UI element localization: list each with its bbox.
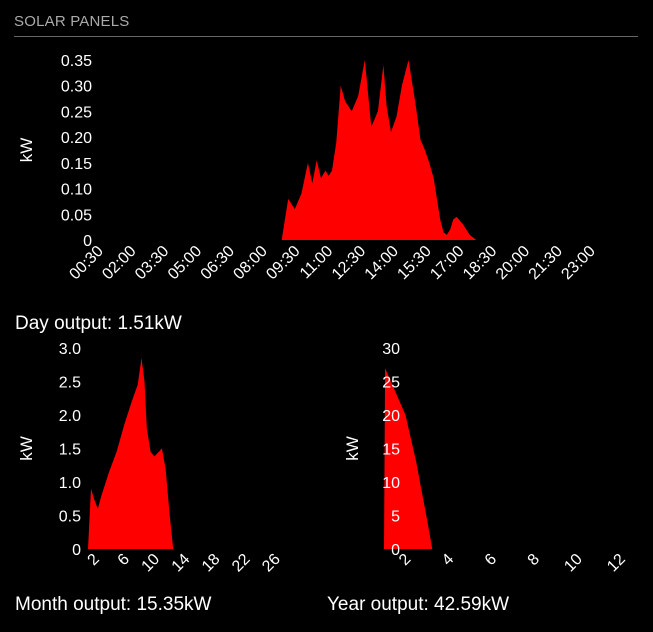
module-header: SOLAR PANELS (14, 12, 638, 37)
year-ytick-label: 20 (382, 408, 400, 425)
year-xtick-label: 12 (604, 551, 629, 576)
month-xtick-label: 2 (85, 551, 103, 569)
day-xtick-label: 02:00 (99, 243, 139, 283)
day-ytick-label: 0.10 (61, 182, 92, 199)
year-xtick-label: 4 (439, 551, 457, 569)
year-ytick-label: 15 (382, 442, 400, 459)
month-ytick-label: 1.5 (59, 442, 81, 459)
year-xtick-label: 2 (396, 551, 414, 569)
day-xtick-label: 11:00 (297, 243, 337, 283)
day-ytick-label: 0.25 (61, 104, 92, 121)
year-ytick-label: 5 (391, 509, 400, 526)
day-ytick-label: 0.35 (61, 53, 92, 70)
day-xtick-label: 09:30 (263, 243, 303, 283)
year-xtick-label: 8 (525, 551, 543, 569)
day-ytick-label: 0.05 (61, 207, 92, 224)
day-xtick-label: 17:00 (427, 243, 467, 283)
month-ytick-label: 3.0 (59, 341, 81, 358)
month-ytick-label: 0.5 (59, 509, 81, 526)
month-series-area-0 (88, 358, 174, 549)
month-xtick-label: 26 (259, 551, 284, 576)
year-ytick-label: 10 (382, 475, 400, 492)
year-xtick-label: 6 (482, 551, 500, 569)
day-xtick-label: 03:30 (132, 243, 172, 283)
day-xtick-label: 14:00 (362, 243, 402, 283)
day-ytick-label: 0.15 (61, 156, 92, 173)
month-ytick-label: 0 (72, 542, 81, 559)
month-xtick-label: 14 (169, 551, 194, 576)
month-xtick-label: 10 (139, 551, 164, 576)
year-xtick-label: 10 (561, 551, 586, 576)
month-xtick-label: 18 (199, 551, 224, 576)
year-ytick-label: 30 (382, 341, 400, 358)
month-xtick-label: 6 (115, 551, 133, 569)
year-ytick-label: 25 (382, 375, 400, 392)
day-ytick-label: 0.20 (61, 130, 92, 147)
module-title: SOLAR PANELS (14, 13, 130, 30)
month-ytick-label: 2.5 (59, 375, 81, 392)
month-xtick-label: 22 (229, 551, 254, 576)
year-y-axis-label: kW (343, 436, 362, 461)
day-chart: 00.050.100.150.200.250.300.35kW00:3002:0… (17, 53, 599, 283)
day-output: Day output: 1.51kW (15, 313, 182, 334)
day-series-area-0 (281, 60, 477, 240)
day-xtick-label: 15:30 (394, 243, 434, 283)
day-xtick-label: 20:00 (493, 243, 533, 283)
day-xtick-label: 06:30 (198, 243, 238, 283)
month-ytick-label: 2.0 (59, 408, 81, 425)
year-output: Year output: 42.59kW (327, 594, 510, 615)
year-series-area-0 (384, 368, 433, 549)
day-xtick-label: 05:00 (165, 243, 205, 283)
day-xtick-label: 23:00 (558, 243, 598, 283)
day-ytick-label: 0 (83, 233, 92, 250)
day-y-axis-label: kW (17, 138, 36, 163)
year-chart: 0 5 10 15 20 25 30 kW 2 4 6 8 10 12 (343, 341, 629, 576)
day-xtick-label: 08:00 (230, 243, 270, 283)
year-ytick-label: 0 (391, 542, 400, 559)
month-output: Month output: 15.35kW (15, 594, 212, 615)
day-xtick-label: 18:30 (460, 243, 500, 283)
day-ytick-label: 0.30 (61, 79, 92, 96)
day-xtick-label: 12:30 (329, 243, 369, 283)
month-y-axis-label: kW (17, 436, 36, 461)
day-xtick-label: 21:30 (526, 243, 566, 283)
month-ytick-label: 1.0 (59, 475, 81, 492)
